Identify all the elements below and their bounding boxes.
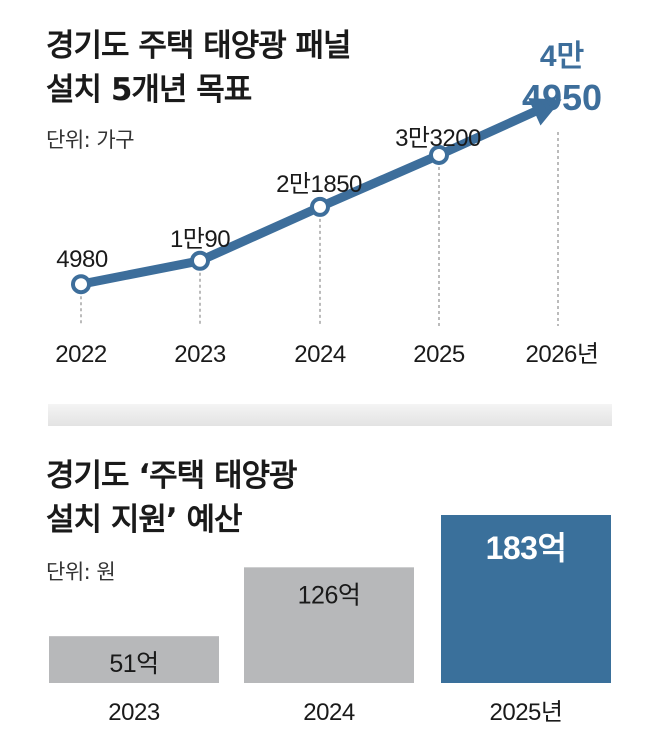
x-tick-4: 2026년 bbox=[526, 341, 599, 368]
value-label-2022: 4980 bbox=[56, 246, 108, 273]
data-point-2024 bbox=[310, 196, 330, 217]
bar-category-0: 2023 bbox=[108, 699, 160, 726]
data-point-2022 bbox=[71, 274, 91, 295]
target-line-chart: 4980 1만90 2만1850 3만3200 4만 4950 2022 2023 2024 20… bbox=[55, 40, 602, 368]
top-chart-title-line2: 설치 5개년 목표 bbox=[46, 72, 252, 108]
x-tick-0: 2022 bbox=[55, 341, 107, 368]
value-label-2026-line1: 4만 bbox=[540, 40, 585, 73]
value-label-2024: 2만1850 bbox=[276, 171, 362, 198]
bar-value-label-2: 183억 bbox=[486, 530, 567, 566]
bar-value-label-0: 51억 bbox=[109, 650, 158, 678]
bottom-chart-title-line2: 설치 지원’ 예산 bbox=[46, 502, 242, 538]
bar-0 bbox=[49, 636, 219, 683]
value-label-2026-line2: 4950 bbox=[522, 77, 602, 118]
bar-2 bbox=[441, 515, 611, 683]
value-label-2023: 1만90 bbox=[170, 226, 230, 253]
bar-value-label-1: 126억 bbox=[298, 581, 361, 609]
x-tick-1: 2023 bbox=[174, 341, 226, 368]
top-chart-title-line1: 경기도 주택 태양광 패널 bbox=[46, 28, 352, 64]
top-chart-unit: 단위: 가구 bbox=[46, 128, 135, 152]
value-label-2025: 3만3200 bbox=[395, 125, 481, 152]
bar-category-1: 2024 bbox=[303, 699, 355, 726]
section-divider bbox=[48, 404, 612, 426]
x-tick-3: 2025 bbox=[413, 341, 465, 368]
bar-1 bbox=[244, 567, 414, 683]
bottom-chart-unit: 단위: 원 bbox=[46, 560, 116, 584]
data-point-2025 bbox=[429, 144, 449, 165]
data-point-2023 bbox=[190, 250, 210, 271]
x-tick-2: 2024 bbox=[294, 341, 346, 368]
bar-category-2: 2025년 bbox=[490, 699, 563, 726]
arrow-head bbox=[528, 98, 562, 126]
bottom-chart-title-line1: 경기도 ‘주택 태양광 bbox=[46, 458, 298, 494]
